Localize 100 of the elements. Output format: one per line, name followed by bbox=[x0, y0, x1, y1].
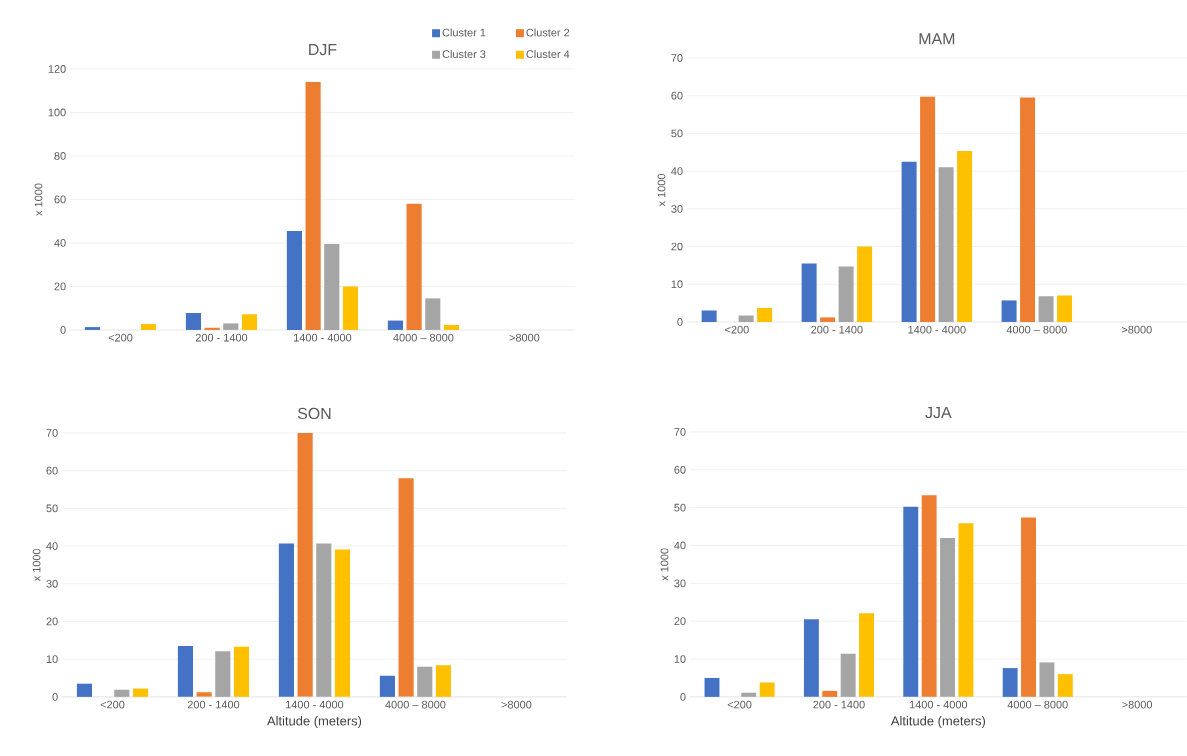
bar bbox=[278, 543, 294, 697]
x-tick-label: 200 - 1400 bbox=[813, 700, 865, 709]
bar bbox=[940, 537, 955, 697]
bar bbox=[1020, 97, 1036, 322]
x-tick-label: 200 - 1400 bbox=[811, 325, 863, 334]
y-tick-label: 50 bbox=[671, 129, 683, 138]
y-axis-title: x 1000 bbox=[657, 174, 666, 207]
bar bbox=[215, 651, 231, 697]
y-tick-label: 40 bbox=[671, 167, 683, 176]
x-tick-label: >8000 bbox=[1122, 700, 1153, 709]
y-tick-label: 70 bbox=[674, 428, 686, 436]
chart-title: MAM bbox=[919, 33, 955, 45]
x-tick-label: <200 bbox=[108, 333, 133, 342]
bar bbox=[701, 310, 717, 322]
bar bbox=[1057, 674, 1073, 697]
bar bbox=[1002, 668, 1018, 697]
bar bbox=[741, 692, 757, 697]
bar bbox=[324, 244, 340, 330]
bar bbox=[957, 151, 973, 322]
bar bbox=[838, 266, 854, 322]
x-tick-label: 200 - 1400 bbox=[187, 700, 240, 709]
y-axis-title: x 1000 bbox=[32, 548, 41, 582]
y-tick-label: 40 bbox=[54, 239, 66, 247]
x-axis-title: Altitude (meters) bbox=[890, 716, 986, 729]
y-tick-label: 0 bbox=[680, 693, 686, 701]
bar bbox=[140, 324, 157, 330]
x-tick-label: 1400 - 4000 bbox=[294, 333, 352, 342]
y-tick-label: 40 bbox=[46, 542, 58, 550]
bar bbox=[316, 543, 332, 697]
bar bbox=[204, 327, 220, 330]
bar bbox=[840, 653, 856, 697]
y-tick-label: 20 bbox=[46, 617, 58, 626]
bar bbox=[803, 619, 819, 697]
bar bbox=[757, 308, 773, 322]
bar bbox=[443, 324, 460, 330]
bar bbox=[903, 506, 919, 697]
y-tick-label: 60 bbox=[54, 195, 66, 204]
bar bbox=[938, 167, 954, 322]
y-tick-label: 60 bbox=[671, 91, 683, 100]
bar bbox=[387, 320, 403, 330]
bar bbox=[241, 314, 258, 330]
y-tick-label: 0 bbox=[677, 318, 683, 326]
y-tick-label: 10 bbox=[46, 655, 58, 664]
x-tick-label: <200 bbox=[725, 325, 749, 334]
x-tick-label: <200 bbox=[100, 700, 125, 709]
x-tick-label: 4000 – 8000 bbox=[393, 333, 454, 342]
bar bbox=[1039, 662, 1055, 697]
bar bbox=[334, 549, 351, 697]
bar bbox=[1038, 296, 1054, 322]
x-tick-label: 4000 – 8000 bbox=[385, 700, 446, 709]
x-tick-label: 1400 - 4000 bbox=[286, 700, 344, 709]
y-tick-label: 0 bbox=[60, 326, 66, 334]
y-tick-label: 80 bbox=[54, 152, 66, 160]
bar bbox=[398, 478, 414, 697]
y-axis-title: x 1000 bbox=[660, 548, 669, 581]
x-tick-label: >8000 bbox=[501, 700, 532, 709]
legend-label: Cluster 2 bbox=[526, 28, 570, 37]
y-tick-label: 0 bbox=[52, 693, 58, 701]
y-tick-label: 50 bbox=[674, 503, 686, 512]
bar bbox=[1001, 300, 1017, 322]
chart-title: SON bbox=[297, 407, 331, 420]
bar bbox=[177, 646, 194, 697]
bar bbox=[417, 666, 433, 697]
x-tick-label: >8000 bbox=[1121, 325, 1152, 334]
bar bbox=[379, 675, 395, 697]
bar bbox=[342, 286, 359, 330]
y-tick-label: 120 bbox=[48, 65, 66, 73]
bar bbox=[1057, 295, 1073, 322]
bar bbox=[801, 263, 817, 322]
bar bbox=[132, 688, 149, 697]
y-tick-label: 50 bbox=[46, 504, 58, 513]
bar bbox=[84, 327, 101, 330]
bar bbox=[859, 613, 874, 697]
bar bbox=[820, 317, 836, 322]
y-tick-label: 20 bbox=[54, 282, 66, 291]
x-tick-label: 1400 - 4000 bbox=[909, 700, 968, 709]
bar bbox=[297, 432, 313, 697]
bar bbox=[738, 315, 754, 322]
y-tick-label: 30 bbox=[671, 205, 683, 213]
chart-title: JJA bbox=[925, 407, 952, 419]
y-tick-label: 20 bbox=[671, 242, 683, 251]
bar bbox=[901, 161, 917, 322]
bar bbox=[857, 246, 873, 322]
bar bbox=[233, 646, 250, 697]
bar bbox=[822, 690, 838, 697]
y-tick-label: 70 bbox=[46, 429, 58, 437]
x-axis-title: Altitude (meters) bbox=[266, 716, 362, 729]
y-tick-label: 10 bbox=[671, 280, 683, 289]
y-axis-title: x 1000 bbox=[34, 183, 43, 216]
y-tick-label: 10 bbox=[674, 655, 686, 663]
x-tick-label: 4000 – 8000 bbox=[1007, 700, 1068, 709]
y-tick-label: 60 bbox=[674, 465, 686, 474]
y-tick-label: 40 bbox=[674, 541, 686, 550]
bar bbox=[704, 678, 720, 697]
bar bbox=[406, 203, 422, 330]
x-tick-label: 1400 - 4000 bbox=[908, 325, 966, 334]
bar bbox=[185, 313, 202, 330]
bar bbox=[114, 689, 130, 697]
y-tick-label: 60 bbox=[46, 466, 58, 475]
bar bbox=[305, 82, 321, 330]
